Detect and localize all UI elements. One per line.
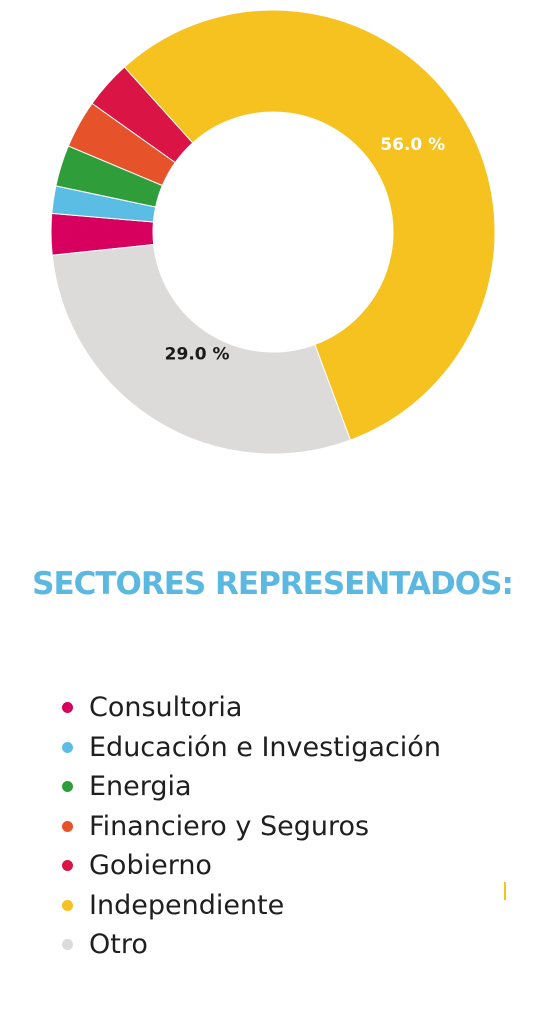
legend-item: Otro [62,925,441,965]
legend-label: Financiero y Seguros [89,810,370,842]
donut-chart: 56.0 % 29.0 % [50,9,496,455]
legend-item: Independiente [62,886,441,926]
chart-legend: Consultoria Educación e Investigación Ener… [62,688,441,965]
legend-dot-icon [62,702,73,714]
legend-item: Energia [62,767,441,807]
legend-item: Educación e Investigación [62,728,441,768]
donut-slice-independiente [123,9,496,441]
legend-dot-icon [62,741,73,753]
donut-slice-otro [51,243,352,455]
legend-item: Consultoria [62,688,441,728]
legend-dot-icon [62,781,73,793]
legend-label: Educación e Investigación [89,731,441,763]
legend-dot-icon [62,939,73,951]
legend-dot-icon [62,820,73,832]
legend-label: Gobierno [89,850,212,882]
legend-label: Energia [89,771,192,803]
data-label-otro: 29.0 % [165,344,230,364]
legend-dot-icon [62,860,73,872]
donut-data-labels: 56.0 % 29.0 % [165,135,445,364]
legend-item: Financiero y Seguros [62,807,441,847]
legend-item: Gobierno [62,846,441,886]
legend-label: Otro [89,929,148,961]
legend-label: Independiente [89,889,285,921]
decorative-mark [504,882,506,900]
donut-slices [50,9,496,455]
legend-label: Consultoria [89,692,243,724]
legend-dot-icon [62,899,73,911]
chart-title: SECTORES REPRESENTADOS: [32,566,514,602]
data-label-independiente: 56.0 % [380,135,445,155]
